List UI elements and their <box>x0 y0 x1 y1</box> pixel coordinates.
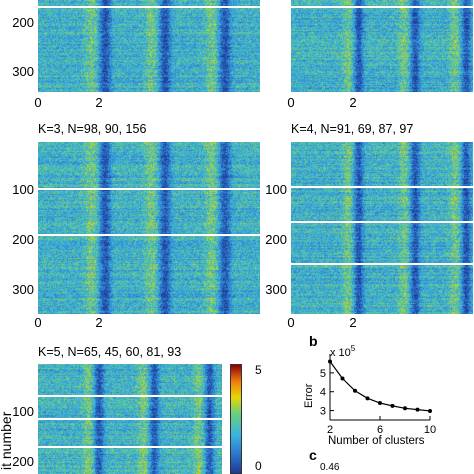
xtick-2: 2 <box>95 315 103 330</box>
x-tick-label: 6 <box>377 424 383 436</box>
ytick-200: 200 <box>12 454 34 469</box>
data-point <box>428 408 432 413</box>
xtick-0: 0 <box>34 95 42 110</box>
data-point <box>415 407 420 412</box>
ytick-100: 100 <box>265 182 287 197</box>
xtick-2: 2 <box>95 95 103 110</box>
ytick-100: 100 <box>12 404 34 419</box>
cluster-separator <box>38 188 260 190</box>
ytick-100: 100 <box>12 182 34 197</box>
cluster-separator <box>291 186 473 188</box>
y-multiplier: x 105 <box>330 344 356 359</box>
data-point <box>340 376 345 381</box>
cluster-separator <box>38 395 222 397</box>
y-axis-label: it number <box>0 411 14 470</box>
colorbar <box>230 364 242 474</box>
y-axis-title: Error <box>303 383 315 408</box>
x-tick-label: 2 <box>327 424 333 436</box>
y-multiplier-base: x 10 <box>330 347 351 359</box>
heatmap-top-left <box>38 0 260 92</box>
xtick-0: 0 <box>287 95 295 110</box>
tick-group: 2 6 10 5 4 3 <box>320 368 436 436</box>
y-multiplier-exponent: 5 <box>351 344 356 353</box>
data-point <box>390 403 395 408</box>
xtick-2: 2 <box>349 95 357 110</box>
ytick-200: 200 <box>12 232 34 247</box>
xtick-2: 2 <box>349 315 357 330</box>
cluster-separator <box>38 446 222 448</box>
panel-title-k5: K=5, N=65, 45, 60, 81, 93 <box>38 345 182 359</box>
x-tick-label: 10 <box>424 424 436 436</box>
data-point <box>403 406 407 411</box>
heatmap-canvas <box>38 142 260 314</box>
y-tick-label: 3 <box>320 406 326 418</box>
panel-letter-c: c <box>309 447 317 463</box>
y-tick-label: 4 <box>320 387 326 399</box>
ytick-200: 200 <box>12 15 34 30</box>
cluster-separator <box>38 6 260 8</box>
ytick-300: 300 <box>12 282 34 297</box>
data-point <box>378 401 382 406</box>
data-point <box>365 396 370 401</box>
heatmap-top-right <box>291 0 473 92</box>
cluster-separator <box>38 418 222 420</box>
data-point <box>328 359 332 364</box>
ytick-300: 300 <box>265 282 287 297</box>
panel-title-k3: K=3, N=98, 90, 156 <box>38 122 147 136</box>
panel-title-k4: K=4, N=91, 69, 87, 97 <box>291 122 414 136</box>
cluster-separator <box>291 221 473 223</box>
xtick-0: 0 <box>287 315 295 330</box>
ytick-300: 300 <box>12 64 34 79</box>
cluster-separator <box>38 234 260 236</box>
colorbar-min-label: 0 <box>255 459 262 473</box>
xtick-0: 0 <box>34 315 42 330</box>
data-point <box>353 388 357 393</box>
cluster-separator <box>291 6 473 8</box>
heatmap-k4 <box>291 142 473 314</box>
panel-c-tick: 0.46 <box>320 462 340 473</box>
x-axis-title: Number of clusters <box>328 435 425 446</box>
heatmap-k3 <box>38 142 260 314</box>
ytick-200: 200 <box>265 232 287 247</box>
cluster-separator <box>291 263 473 265</box>
heatmap-k5 <box>38 364 222 474</box>
panel-letter-b: b <box>309 333 318 349</box>
y-tick-label: 5 <box>320 368 326 380</box>
heatmap-canvas <box>291 0 473 92</box>
heatmap-canvas <box>291 142 473 314</box>
error-series-points <box>328 359 432 413</box>
colorbar-max-label: 5 <box>255 363 262 377</box>
heatmap-canvas <box>38 0 260 92</box>
